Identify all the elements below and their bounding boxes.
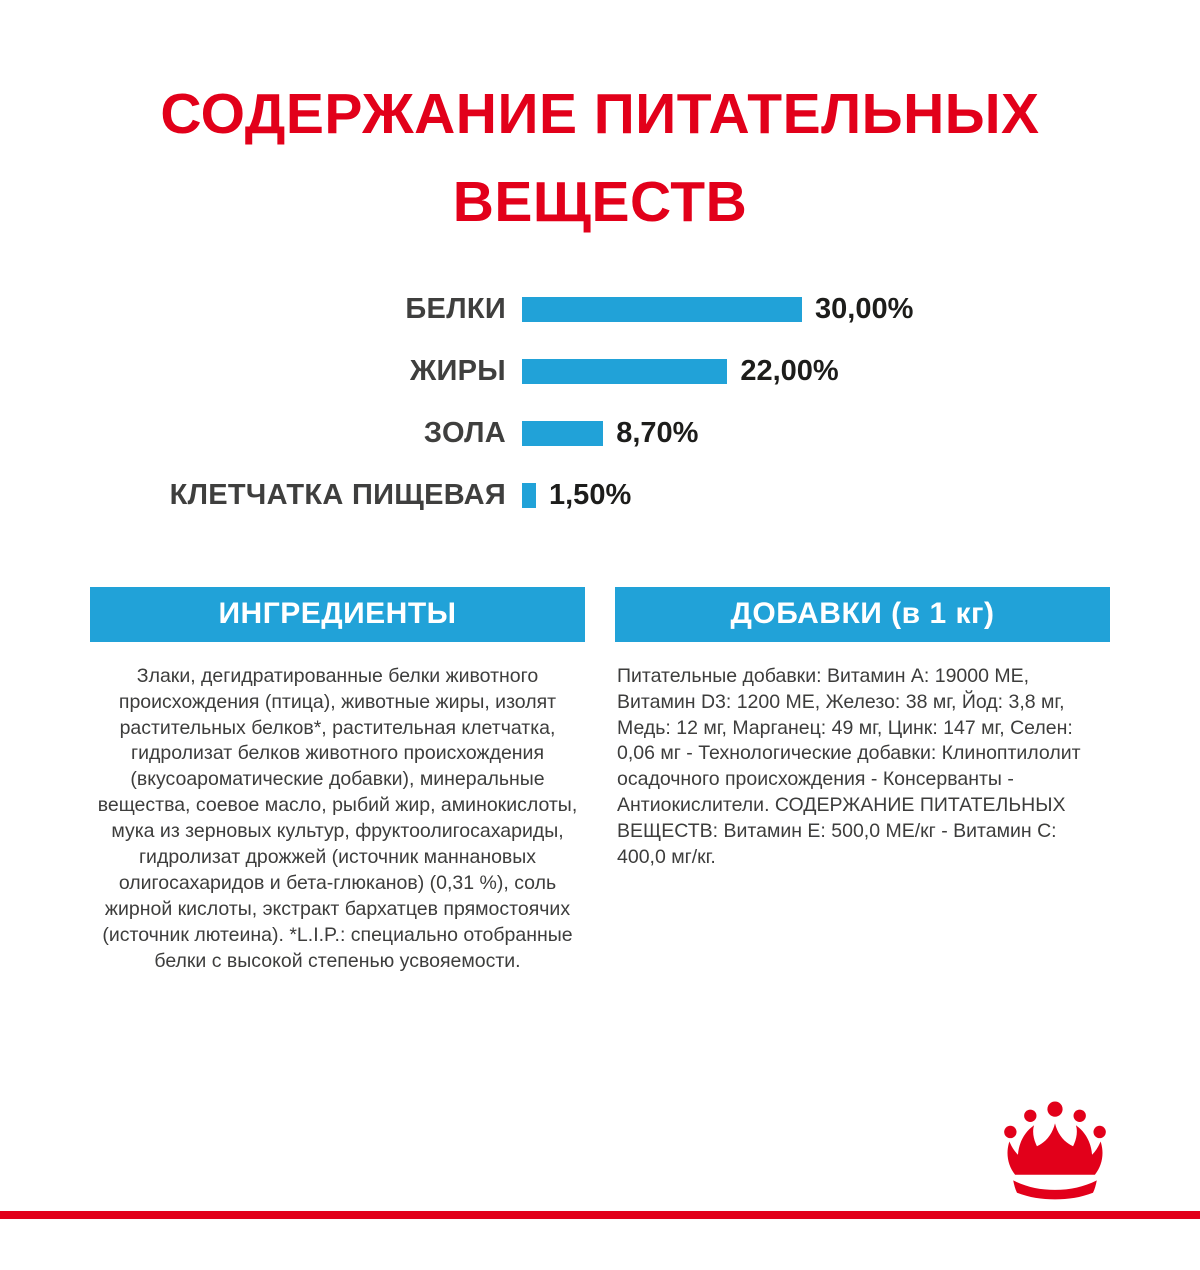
- additives-text: Питательные добавки: Витамин A: 19000 ME…: [617, 664, 1081, 869]
- chart-value-label: 8,70%: [616, 417, 699, 450]
- page-title: СОДЕРЖАНИЕ ПИТАТЕЛЬНЫХ ВЕЩЕСТВ: [70, 70, 1130, 247]
- chart-category-label: БЕЛКИ: [405, 293, 506, 326]
- chart-row: ЗОЛА 8,70%: [0, 417, 1200, 449]
- chart-row: ЖИРЫ 22,00%: [0, 355, 1200, 387]
- info-columns: ИНГРЕДИЕНТЫ Злаки, дегидратированные бел…: [90, 586, 1110, 975]
- chart-value-label: 30,00%: [815, 293, 914, 326]
- page-title-line-1: СОДЕРЖАНИЕ ПИТАТЕЛЬНЫХ: [160, 82, 1040, 146]
- product-info-page: СОДЕРЖАНИЕ ПИТАТЕЛЬНЫХ ВЕЩЕСТВ БЕЛКИ 30,0…: [0, 70, 1200, 1219]
- chart-bar: [522, 297, 802, 323]
- chart-category-label: ЖИРЫ: [410, 355, 506, 388]
- ingredients-header: ИНГРЕДИЕНТЫ: [90, 586, 585, 642]
- chart-row: БЕЛКИ 30,00%: [0, 293, 1200, 325]
- royal-canin-logo: [998, 1100, 1112, 1200]
- additives-header-label: ДОБАВКИ (в 1 кг): [730, 596, 995, 630]
- nutrition-bar-chart: БЕЛКИ 30,00% ЖИРЫ 22,00% ЗОЛА 8,70% КЛЕТЧАТКА …: [0, 293, 1200, 511]
- chart-row: КЛЕТЧАТКА ПИЩЕВАЯ 1,50%: [0, 479, 1200, 511]
- chart-bar: [522, 483, 536, 509]
- additives-header: ДОБАВКИ (в 1 кг): [615, 586, 1110, 642]
- chart-bar: [522, 421, 604, 447]
- chart-value-label: 1,50%: [549, 479, 632, 512]
- chart-category-label: ЗОЛА: [423, 417, 506, 450]
- ingredients-text: Злаки, дегидратированные белки животного…: [97, 664, 578, 972]
- ingredients-header-label: ИНГРЕДИЕНТЫ: [218, 596, 457, 630]
- ingredients-section: ИНГРЕДИЕНТЫ Злаки, дегидратированные бел…: [90, 586, 585, 975]
- chart-category-label: КЛЕТЧАТКА ПИЩЕВАЯ: [169, 479, 506, 512]
- bottom-accent-line: [0, 1211, 1200, 1219]
- page-title-line-2: ВЕЩЕСТВ: [452, 170, 748, 235]
- chart-bar: [522, 359, 728, 385]
- chart-value-label: 22,00%: [740, 355, 839, 388]
- additives-section: ДОБАВКИ (в 1 кг) Питательные добавки: Ви…: [615, 586, 1110, 975]
- crown-icon: [1004, 1101, 1106, 1200]
